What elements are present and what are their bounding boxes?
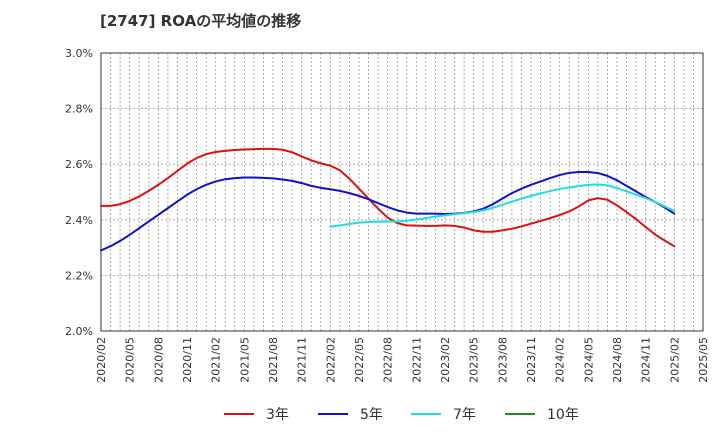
x-tick-label: 2023/02 bbox=[439, 337, 452, 383]
x-tick-label: 2021/08 bbox=[267, 337, 280, 383]
x-tick-label: 2025/02 bbox=[668, 337, 681, 383]
series-line-7年 bbox=[329, 183, 676, 228]
x-tick-label: 2024/08 bbox=[611, 337, 624, 383]
x-tick-label: 2024/02 bbox=[554, 337, 567, 383]
series-line-5年 bbox=[100, 170, 676, 252]
axes: 2.0% 2.2% 2.4% 2.6% 2.8% 3.0% 2020/02 2020/05 20… bbox=[65, 47, 710, 383]
x-tick-label: 2021/05 bbox=[238, 337, 251, 383]
x-tick-label: 2022/02 bbox=[324, 337, 337, 383]
y-tick-label: 2.0% bbox=[65, 325, 93, 338]
y-tick-label: 2.4% bbox=[65, 214, 93, 227]
x-tick-label: 2023/11 bbox=[525, 337, 538, 383]
y-tick-label: 2.8% bbox=[65, 103, 93, 116]
chart-title: [2747] ROAの平均値の推移 bbox=[100, 12, 301, 30]
x-tick-label: 2022/05 bbox=[353, 337, 366, 383]
y-tick-label: 2.2% bbox=[65, 269, 93, 282]
legend-label: 7年 bbox=[453, 407, 476, 423]
x-tick-label: 2021/02 bbox=[210, 337, 223, 383]
legend-label: 10年 bbox=[547, 407, 579, 423]
series-lines bbox=[100, 147, 676, 252]
x-tick-label: 2020/05 bbox=[124, 337, 137, 383]
x-tick-label: 2024/05 bbox=[582, 337, 595, 383]
legend-label: 5年 bbox=[360, 407, 383, 423]
x-tick-label: 2020/08 bbox=[152, 337, 165, 383]
x-tick-label: 2022/08 bbox=[382, 337, 395, 383]
legend: 3年 5年 7年 10年 bbox=[224, 407, 579, 423]
x-tick-label: 2020/11 bbox=[181, 337, 194, 383]
x-tick-label: 2021/11 bbox=[296, 337, 309, 383]
legend-label: 3年 bbox=[266, 407, 289, 423]
y-tick-label: 3.0% bbox=[65, 47, 93, 60]
x-tick-label: 2022/11 bbox=[410, 337, 423, 383]
x-tick-label: 2025/05 bbox=[697, 337, 710, 383]
x-tick-label: 2023/05 bbox=[468, 337, 481, 383]
series-line-3年 bbox=[100, 147, 676, 248]
plot-area-border bbox=[100, 52, 704, 332]
x-tick-label: 2023/08 bbox=[496, 337, 509, 383]
y-tick-label: 2.6% bbox=[65, 158, 93, 171]
x-tick-label: 2020/02 bbox=[95, 337, 108, 383]
x-tick-label: 2024/11 bbox=[640, 337, 653, 383]
